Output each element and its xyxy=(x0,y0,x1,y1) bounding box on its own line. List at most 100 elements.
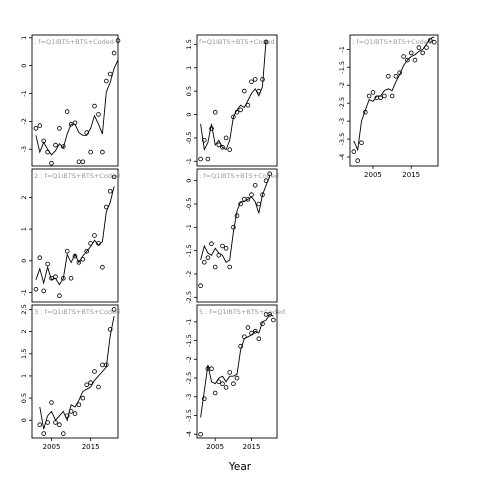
observation-point xyxy=(408,50,414,56)
observation-point xyxy=(223,246,229,251)
y-tick-label: -3 xyxy=(338,118,346,124)
observation-point xyxy=(115,38,121,43)
observation-point xyxy=(216,253,222,258)
observation-point xyxy=(33,126,39,131)
observation-point xyxy=(84,249,89,254)
y-tick-label: 1 xyxy=(20,36,28,40)
observation-point xyxy=(393,74,399,79)
observation-point xyxy=(45,261,50,267)
panel-plot: 5 : f=Q1IBTS+BTS+Coded -4 -3.5 -3 -2.5 -2 -1.5… xyxy=(185,304,285,451)
observation-point xyxy=(267,312,273,317)
y-tick-label: 0 xyxy=(20,259,28,263)
observation-point xyxy=(420,50,426,56)
observation-point xyxy=(104,362,109,368)
panel-frame xyxy=(31,168,119,303)
y-tick-label: 1.5 xyxy=(185,39,193,49)
observation-point xyxy=(359,140,364,146)
observation-point xyxy=(41,431,46,436)
panel-frame xyxy=(196,304,278,439)
fitted-line xyxy=(200,313,274,418)
observation-point xyxy=(92,369,97,374)
panel-plot: f=Q1IBTS+BTS+Coded -1 -0.5 0 0.5 1 1.5 xyxy=(185,34,278,167)
observation-point xyxy=(227,370,233,375)
observation-point xyxy=(68,275,74,281)
observation-point xyxy=(57,293,62,299)
observation-point xyxy=(401,54,406,59)
panel-plot: : f=Q1IBTS+BTS+Coded -3 -2 -1 0 1 xyxy=(20,34,121,167)
panel-label: 2 : f=Q1IBTS+BTS+Coded xyxy=(34,172,120,180)
observation-point xyxy=(256,88,262,94)
fitted-line xyxy=(353,36,435,152)
y-tick-label: 1 xyxy=(185,66,193,70)
observation-point xyxy=(242,88,247,94)
y-tick-label: -1.5 xyxy=(185,244,193,257)
y-tick-label: 1.5 xyxy=(20,349,28,359)
observation-point xyxy=(351,149,357,154)
y-tick-label: -2 xyxy=(185,356,193,362)
observation-point xyxy=(227,147,233,152)
y-tick-label: -1 xyxy=(20,289,28,295)
observation-point xyxy=(53,274,58,280)
y-tick-label: -3.5 xyxy=(338,133,346,146)
fitted-line xyxy=(39,316,115,430)
y-tick-label: -4 xyxy=(338,154,346,160)
observation-point xyxy=(49,160,54,166)
observation-point xyxy=(249,330,254,336)
observation-point xyxy=(60,275,66,281)
observation-point xyxy=(431,39,437,45)
fitted-line xyxy=(200,175,271,263)
x-tick-label: 2005 xyxy=(206,443,224,451)
fitted-line xyxy=(200,39,267,152)
observation-point xyxy=(416,45,422,50)
y-tick-label: -1.5 xyxy=(338,61,346,74)
fitted-line xyxy=(35,59,119,156)
y-tick-label: 0 xyxy=(20,64,28,68)
observation-point xyxy=(249,79,254,85)
observation-point xyxy=(427,38,433,43)
observation-point xyxy=(252,328,258,334)
observation-point xyxy=(260,192,265,198)
observation-point xyxy=(238,107,243,113)
observation-point xyxy=(84,130,89,135)
observation-point xyxy=(76,402,82,408)
y-tick-label: -2 xyxy=(185,271,193,277)
observation-point xyxy=(111,50,117,56)
observation-point xyxy=(60,144,66,149)
y-tick-label: -1 xyxy=(20,90,28,96)
y-tick-label: 2.5 xyxy=(20,304,28,314)
y-tick-label: -3 xyxy=(20,146,28,152)
observation-point xyxy=(245,325,251,330)
y-tick-label: -1 xyxy=(338,46,346,52)
observation-point xyxy=(100,264,105,270)
observation-point xyxy=(80,256,86,262)
observation-point xyxy=(76,159,82,165)
observation-point xyxy=(238,343,243,349)
observation-point xyxy=(88,149,93,155)
panel-label: 3 : f=Q1IBTS+BTS+Coded xyxy=(34,308,120,316)
observation-point xyxy=(72,120,78,126)
observation-point xyxy=(205,255,211,261)
observation-point xyxy=(249,192,254,198)
observation-point xyxy=(64,109,70,114)
observation-point xyxy=(245,102,251,108)
fitted-line xyxy=(35,186,115,286)
observation-point xyxy=(49,275,54,281)
observation-point xyxy=(209,126,214,131)
observation-point xyxy=(96,384,101,390)
observation-point xyxy=(37,123,43,128)
observation-point xyxy=(238,201,243,207)
observation-point xyxy=(209,241,214,247)
observation-point xyxy=(412,57,418,63)
observation-point xyxy=(234,109,240,115)
observation-point xyxy=(57,422,62,428)
y-tick-label: 2 xyxy=(20,195,28,199)
panel-plot: 3 : f=Q1IBTS+BTS+Coded 0 0.5 1 1.5 2 2.5 2005 20… xyxy=(20,304,120,451)
x-tick-label: 2015 xyxy=(82,443,100,451)
observation-point xyxy=(216,379,222,385)
panel-frame xyxy=(31,304,119,439)
observation-point xyxy=(227,264,233,270)
observation-point xyxy=(405,57,410,63)
panel-plot: 2 : f=Q1IBTS+BTS+Coded -1 0 1 2 xyxy=(20,168,120,303)
observation-point xyxy=(231,225,236,230)
observation-point xyxy=(104,204,109,210)
